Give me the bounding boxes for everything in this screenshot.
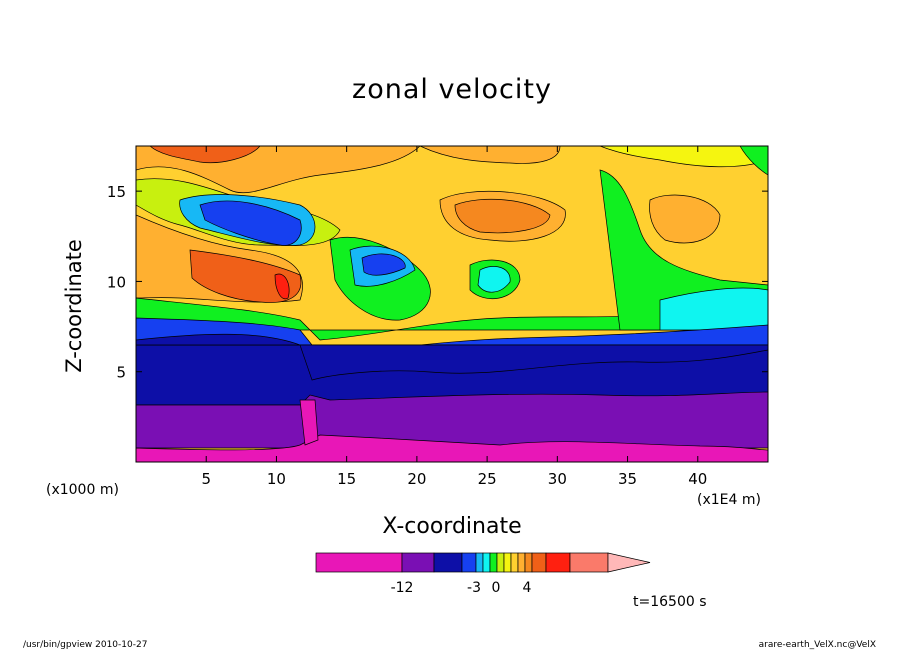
x-tick-label: 5: [201, 470, 211, 488]
x-tick-label: 20: [407, 470, 426, 488]
contour-purple-band: [136, 391, 768, 449]
colorbar-cell: [315, 552, 403, 573]
colorbar-cell: [510, 552, 519, 573]
x-tick-label: 15: [337, 470, 356, 488]
contour-field: [136, 146, 768, 462]
contour-blue-left: [199, 200, 302, 246]
y-tick-label: 10: [107, 273, 126, 291]
colorbar-cell: [531, 552, 547, 573]
colorbar-label: 0: [492, 580, 501, 596]
colorbar-label: -12: [391, 580, 414, 596]
y-tick-label: 5: [116, 364, 126, 382]
y-axis-unit: (x1000 m): [46, 482, 119, 498]
colorbar-cell: [496, 552, 505, 573]
contour-green-topright: [739, 146, 768, 176]
footer-program: /usr/bin/gpview 2010-10-27: [23, 640, 148, 650]
x-axis-label: X-coordinate: [382, 514, 522, 539]
contour-red-mid: [189, 249, 302, 303]
contour-strong-red: [274, 273, 290, 300]
colorbar-cell: [569, 552, 609, 573]
x-ticks: 5 10 15 20 25 30 35 40: [201, 146, 707, 488]
time-annotation: t=16500 s: [633, 594, 707, 610]
x-axis-unit: (x1E4 m): [697, 492, 761, 508]
x-tick-label: 10: [267, 470, 286, 488]
plot-frame: [135, 145, 769, 463]
contour-orange-top2: [419, 146, 561, 164]
colorbar-cell: [545, 552, 571, 573]
y-ticks: 5 10 15: [107, 183, 768, 382]
colorbar-cell: [489, 552, 498, 573]
colorbar-cell: [475, 552, 484, 573]
contour-magenta-spike: [299, 399, 319, 446]
contour-red-top: [149, 146, 261, 163]
contour-cyan-farright: [659, 287, 768, 331]
colorbar-label: 4: [523, 580, 532, 596]
colorbar-label: -3: [467, 580, 481, 596]
y-tick-label: 15: [107, 183, 126, 201]
footer-source: arare-earth_VelX.nc@VelX: [758, 640, 876, 650]
colorbar: -12 -3 0 4: [315, 552, 651, 596]
contour-navy-upper: [136, 333, 768, 381]
colorbar-cell: [524, 552, 533, 573]
chart-title: zonal velocity: [352, 74, 552, 105]
x-tick-label: 30: [548, 470, 567, 488]
colorbar-cell: [401, 552, 435, 573]
contour-magenta-band: [136, 434, 768, 462]
colorbar-cell: [461, 552, 477, 573]
colorbar-arrow: [607, 552, 651, 573]
x-tick-label: 35: [618, 470, 637, 488]
colorbar-cell: [517, 552, 526, 573]
contour-blue-center: [361, 253, 406, 276]
colorbar-cell: [433, 552, 463, 573]
x-tick-label: 40: [688, 470, 707, 488]
contour-cyan-right: [477, 266, 511, 293]
colorbar-cell: [503, 552, 512, 573]
contour-darkorange-right: [454, 198, 551, 234]
contour-orange-farright: [649, 194, 721, 244]
x-tick-label: 25: [478, 470, 497, 488]
colorbar-cell: [482, 552, 491, 573]
